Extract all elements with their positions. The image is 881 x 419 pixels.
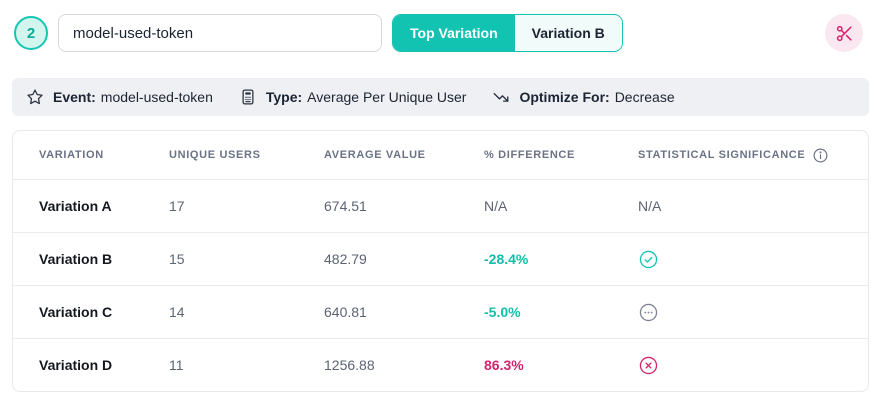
difference-value: -5.0% bbox=[484, 304, 521, 320]
col-statistical-significance-label: Statistical Significance bbox=[638, 149, 806, 161]
difference-value: -28.4% bbox=[484, 251, 529, 267]
col-variation: Variation bbox=[39, 149, 104, 161]
results-table: Variation Unique Users Average Value % D… bbox=[12, 130, 869, 392]
average-value: 640.81 bbox=[324, 304, 367, 320]
difference-value: N/A bbox=[484, 198, 508, 214]
average-value: 1256.88 bbox=[324, 357, 375, 373]
col-statistical-significance: Statistical Significance bbox=[638, 147, 852, 164]
type-value: Average Per Unique User bbox=[307, 89, 467, 105]
col-difference: % Difference bbox=[484, 149, 576, 161]
remove-metric-button[interactable] bbox=[825, 14, 863, 52]
difference-value: 86.3% bbox=[484, 357, 524, 373]
toggle-top-variation[interactable]: Top Variation bbox=[393, 15, 515, 51]
experiment-metric-panel: 2 Top Variation Variation B bbox=[12, 14, 869, 392]
star-icon bbox=[26, 88, 53, 106]
table-row-variation-a: Variation A 17 674.51 N/A N/A bbox=[13, 179, 868, 232]
significance-cell bbox=[638, 355, 852, 376]
optimize-label: Optimize For: bbox=[519, 89, 610, 105]
trending-down-icon bbox=[492, 88, 519, 106]
unique-users-value: 15 bbox=[169, 251, 185, 267]
col-average-value: Average Value bbox=[324, 149, 426, 161]
x-circle-icon bbox=[638, 355, 659, 376]
table-row-variation-b: Variation B 15 482.79 -28.4% bbox=[13, 232, 868, 285]
table-row-variation-c: Variation C 14 640.81 -5.0% bbox=[13, 285, 868, 338]
metric-name-input[interactable] bbox=[58, 14, 382, 52]
variation-view-toggle: Top Variation Variation B bbox=[392, 14, 623, 52]
variation-name: Variation C bbox=[39, 304, 113, 320]
average-value: 674.51 bbox=[324, 198, 367, 214]
variation-name: Variation B bbox=[39, 251, 113, 267]
significance-cell bbox=[638, 249, 852, 270]
variation-name: Variation D bbox=[39, 357, 113, 373]
optimize-value: Decrease bbox=[614, 89, 675, 105]
significance-cell bbox=[638, 302, 852, 323]
scissors-icon bbox=[835, 24, 854, 43]
toggle-variation-b[interactable]: Variation B bbox=[514, 15, 622, 51]
unique-users-value: 17 bbox=[169, 198, 185, 214]
step-number-badge: 2 bbox=[14, 16, 48, 50]
table-header-row: Variation Unique Users Average Value % D… bbox=[13, 131, 868, 179]
calculator-icon bbox=[239, 88, 266, 106]
step-number: 2 bbox=[26, 24, 36, 42]
check-circle-icon bbox=[638, 249, 659, 270]
unique-users-value: 11 bbox=[169, 357, 184, 373]
event-summary: Event: model-used-token bbox=[26, 88, 213, 106]
type-label: Type: bbox=[265, 89, 303, 105]
event-value: model-used-token bbox=[100, 89, 213, 105]
col-unique-users: Unique Users bbox=[169, 149, 261, 161]
type-summary: Type: Average Per Unique User bbox=[239, 88, 467, 106]
significance-na-text: N/A bbox=[638, 198, 662, 214]
event-label: Event: bbox=[53, 89, 96, 105]
table-row-variation-d: Variation D 11 1256.88 86.3% bbox=[13, 338, 868, 391]
unique-users-value: 14 bbox=[169, 304, 185, 320]
info-icon[interactable] bbox=[812, 147, 829, 164]
average-value: 482.79 bbox=[324, 251, 367, 267]
variation-name: Variation A bbox=[39, 198, 112, 214]
significance-cell: N/A bbox=[638, 198, 852, 214]
ellipsis-circle-icon bbox=[638, 302, 659, 323]
optimize-summary: Optimize For: Decrease bbox=[492, 88, 675, 106]
metric-toolbar: 2 Top Variation Variation B bbox=[12, 14, 869, 52]
metric-summary-bar: Event: model-used-token Type: Average Pe… bbox=[12, 78, 869, 116]
